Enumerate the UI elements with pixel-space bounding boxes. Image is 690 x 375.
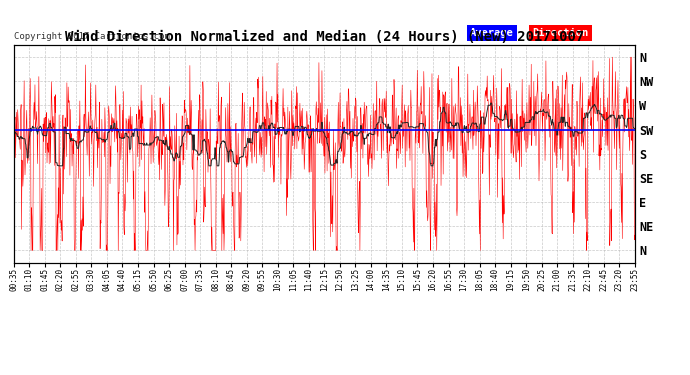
Text: Copyright 2017 Cartronics.com: Copyright 2017 Cartronics.com: [14, 32, 170, 40]
Title: Wind Direction Normalized and Median (24 Hours) (New) 20171007: Wind Direction Normalized and Median (24…: [65, 30, 584, 44]
Text: Average: Average: [471, 28, 514, 38]
Text: Direction: Direction: [533, 28, 589, 38]
